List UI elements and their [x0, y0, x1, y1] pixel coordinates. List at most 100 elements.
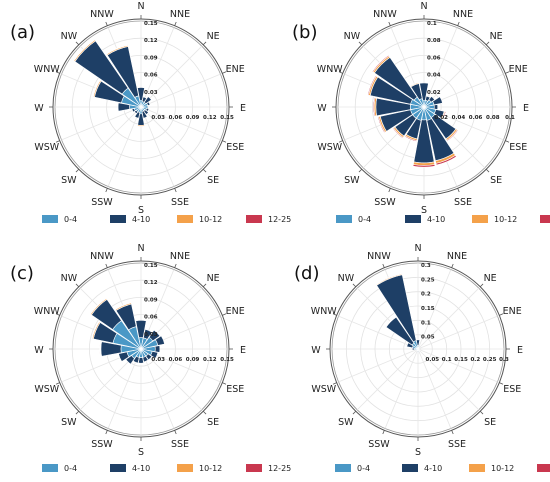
panel-label: (b)	[292, 22, 317, 43]
direction-label-SW: SW	[61, 175, 77, 186]
direction-tick	[382, 263, 385, 268]
radial-tick-label-east: 0.12	[203, 115, 217, 121]
grid-spoke	[417, 348, 452, 429]
radial-tick-label-north: 0.12	[144, 280, 158, 286]
legend-swatch-10-12	[469, 464, 485, 472]
wedge-E-4-10	[433, 104, 439, 110]
radial-tick-label-north: 0.1	[421, 320, 431, 326]
wedge-E-4-10	[154, 345, 161, 353]
grid-spoke	[417, 348, 498, 383]
radial-tick-label-north: 0.06	[144, 73, 158, 79]
direction-tick	[75, 283, 80, 288]
wedge-SW-4-10	[125, 355, 135, 365]
direction-label-ESE: ESE	[226, 142, 244, 153]
wedge-NNW-10-12	[410, 82, 420, 88]
legend-label-10-12: 10-12	[491, 464, 514, 473]
direction-tick	[55, 313, 60, 316]
wedge-SW-12-25	[392, 127, 404, 139]
legend-swatch-12-25	[540, 215, 550, 223]
direction-label-N: N	[137, 1, 144, 12]
direction-label-SSW: SSW	[374, 197, 396, 208]
direction-label-WNW: WNW	[317, 64, 343, 75]
wedge-ESE-4-10	[150, 351, 159, 359]
panel-label: (d)	[294, 263, 319, 284]
legend-swatch-0-4	[336, 215, 352, 223]
radial-tick-label-north: 0.03	[144, 90, 158, 96]
legend-label-0-4: 0-4	[357, 464, 370, 473]
legend-label-0-4: 0-4	[358, 215, 371, 224]
direction-label-SE: SE	[207, 175, 219, 186]
grid-spoke	[384, 348, 419, 429]
direction-label-SSE: SSE	[171, 439, 189, 450]
direction-label-SE: SE	[207, 417, 219, 428]
wedge-SSE-12-25	[435, 154, 457, 166]
grid-spoke	[356, 348, 419, 411]
radial-tick-label-north: 0.02	[427, 90, 441, 96]
wedge-WSW-4-10	[118, 351, 130, 362]
direction-tick	[222, 71, 227, 74]
legend-label-0-4: 0-4	[64, 464, 77, 473]
legend-label-0-4: 0-4	[64, 215, 77, 224]
direction-tick	[202, 168, 207, 173]
direction-label-NE: NE	[207, 31, 220, 42]
wedge-ENE-4-10	[155, 335, 165, 346]
wedge-NNW-12-25	[105, 44, 129, 55]
radial-tick-label-east: 0.15	[220, 357, 234, 363]
direction-tick	[499, 313, 504, 316]
direction-tick	[222, 313, 227, 316]
direction-tick	[202, 283, 207, 288]
radial-tick-label-north: 0.2	[421, 292, 431, 298]
direction-label-NNE: NNE	[453, 9, 473, 20]
direction-tick	[382, 430, 385, 435]
radial-tick-label-east: 0.1	[505, 115, 515, 121]
grid-spoke	[140, 73, 221, 108]
direction-label-SSW: SSW	[368, 439, 390, 450]
wedge-NNW-12-25	[114, 302, 132, 310]
grid-spoke	[107, 106, 142, 187]
wedge-WSW-12-25	[377, 116, 386, 134]
radial-tick-label-east: 0.08	[486, 115, 500, 121]
radial-tick-label-east: 0.12	[203, 357, 217, 363]
legend-label-10-12: 10-12	[199, 215, 222, 224]
wedge-NW-12-25	[371, 54, 390, 73]
wedge-SSW-12-25	[404, 135, 418, 142]
wedge-S-4-10	[417, 350, 419, 353]
direction-tick	[388, 188, 391, 193]
wind-rose-panel-1: (a)0.03 0.06 0.09 0.12 0.150.030.060.090.120…	[10, 1, 291, 224]
wedge-W-12-25	[372, 97, 376, 117]
radial-tick-label-north: 0.08	[427, 38, 441, 44]
radial-tick-label-north: 0.25	[421, 277, 435, 283]
wind-rose-panel-3: (c)0.03 0.06 0.09 0.12 0.150.030.060.090.120…	[10, 243, 291, 473]
direction-tick	[451, 263, 454, 268]
direction-tick	[358, 168, 363, 173]
radial-tick-label-north: 0.09	[144, 297, 158, 303]
radial-tick-label-east: 0.03	[151, 115, 165, 121]
direction-tick	[202, 41, 207, 46]
legend-label-4-10: 4-10	[424, 464, 442, 473]
legend-swatch-10-12	[472, 215, 488, 223]
direction-tick	[332, 313, 337, 316]
wind-rose-panel-2: (b)0.02 0.04 0.06 0.08 0.10.020.040.060.080.…	[292, 1, 550, 224]
direction-label-E: E	[523, 103, 529, 114]
grid-spoke	[417, 269, 452, 350]
direction-label-ESE: ESE	[503, 384, 521, 395]
radial-tick-label-east: 0.05	[426, 357, 440, 363]
direction-label-NW: NW	[344, 31, 361, 42]
direction-tick	[479, 410, 484, 415]
grid-spoke	[61, 106, 142, 141]
direction-label-ENE: ENE	[226, 64, 245, 75]
wedge-S-12-25	[412, 164, 436, 168]
grid-spoke	[140, 106, 221, 141]
legend-swatch-0-4	[42, 464, 58, 472]
direction-label-N: N	[137, 243, 144, 254]
direction-label-SSW: SSW	[91, 439, 113, 450]
direction-label-ENE: ENE	[226, 306, 245, 317]
legend-label-10-12: 10-12	[494, 215, 517, 224]
grid-spoke	[140, 348, 175, 429]
legend-label-4-10: 4-10	[427, 215, 445, 224]
direction-label-E: E	[240, 345, 246, 356]
wedge-WNW-12-25	[92, 79, 101, 98]
direction-label-ESE: ESE	[226, 384, 244, 395]
direction-tick	[505, 71, 510, 74]
